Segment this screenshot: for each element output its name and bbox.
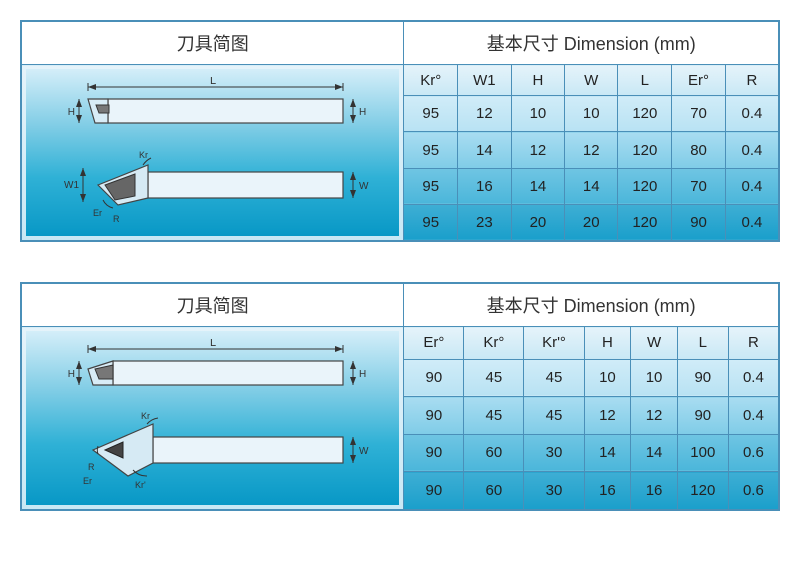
col-header: Er° [672,65,726,96]
spec-table-1: 刀具简图 基本尺寸 Dimension (mm) L H H Kr Kr' R … [20,282,780,511]
data-cell: 30 [524,472,584,510]
data-cell: 100 [677,434,728,472]
data-cell: 12 [511,132,564,168]
data-cell: 20 [511,204,564,241]
data-cell: 0.4 [725,204,779,241]
data-cell: 12 [584,397,631,435]
data-cell: 120 [618,168,672,204]
col-header: Kr° [464,327,524,360]
data-cell: 0.4 [725,96,779,132]
tool-side-view: L H H [43,77,383,142]
data-cell: 70 [672,96,726,132]
data-cell: 120 [618,204,672,241]
svg-text:W: W [359,446,369,457]
diagram-cell: L H H Kr Kr' R Er W [21,327,404,511]
col-header: Er° [404,327,464,360]
col-header: W1 [458,65,512,96]
svg-text:W1: W1 [64,180,79,191]
data-cell: 0.6 [728,434,779,472]
tool-top-view: Kr Kr' R Er W [43,412,383,497]
data-cell: 12 [565,132,618,168]
data-cell: 0.4 [725,168,779,204]
data-cell: 60 [464,472,524,510]
data-cell: 90 [672,204,726,241]
data-cell: 80 [672,132,726,168]
data-cell: 120 [618,132,672,168]
data-cell: 14 [458,132,512,168]
data-cell: 16 [631,472,678,510]
data-cell: 95 [404,204,458,241]
col-header: L [618,65,672,96]
data-cell: 95 [404,132,458,168]
tables-container: 刀具简图 基本尺寸 Dimension (mm) L H H Kr W1 E [20,20,780,511]
diagram-cell: L H H Kr W1 Er R W [21,65,404,242]
data-cell: 0.4 [728,359,779,397]
svg-text:Er: Er [93,208,102,218]
svg-text:H: H [359,107,366,118]
dimension-header: 基本尺寸 Dimension (mm) [404,21,779,65]
svg-text:L: L [210,77,216,87]
data-cell: 90 [404,434,464,472]
diagram-header: 刀具简图 [21,21,404,65]
data-cell: 45 [524,397,584,435]
spec-table-0: 刀具简图 基本尺寸 Dimension (mm) L H H Kr W1 E [20,20,780,242]
data-cell: 10 [565,96,618,132]
col-header: H [511,65,564,96]
data-cell: 60 [464,434,524,472]
data-cell: 12 [631,397,678,435]
svg-text:R: R [88,462,95,472]
data-cell: 14 [631,434,678,472]
data-cell: 45 [464,397,524,435]
data-cell: 10 [584,359,631,397]
data-cell: 14 [511,168,564,204]
data-cell: 20 [565,204,618,241]
col-header: W [565,65,618,96]
data-cell: 45 [464,359,524,397]
data-cell: 0.4 [725,132,779,168]
data-cell: 0.4 [728,397,779,435]
data-cell: 90 [404,472,464,510]
data-cell: 16 [458,168,512,204]
data-cell: 120 [677,472,728,510]
data-cell: 95 [404,96,458,132]
data-cell: 14 [565,168,618,204]
col-header: H [584,327,631,360]
col-header: R [725,65,779,96]
col-header: R [728,327,779,360]
data-cell: 10 [631,359,678,397]
svg-text:W: W [359,181,369,192]
svg-text:Kr: Kr [139,150,148,160]
data-cell: 120 [618,96,672,132]
data-cell: 0.6 [728,472,779,510]
svg-text:H: H [67,369,74,380]
svg-text:R: R [113,214,120,224]
tool-side-view: L H H [43,339,383,404]
data-cell: 70 [672,168,726,204]
data-cell: 90 [404,359,464,397]
data-cell: 16 [584,472,631,510]
data-cell: 90 [677,397,728,435]
col-header: W [631,327,678,360]
data-cell: 14 [584,434,631,472]
data-cell: 12 [458,96,512,132]
data-cell: 95 [404,168,458,204]
svg-text:H: H [359,369,366,380]
svg-text:L: L [210,339,216,349]
diagram-header: 刀具简图 [21,283,404,327]
data-cell: 90 [677,359,728,397]
col-header: Kr° [404,65,458,96]
data-cell: 90 [404,397,464,435]
tool-top-view: Kr W1 Er R W [43,150,383,228]
svg-text:Kr': Kr' [135,480,146,490]
svg-text:Kr: Kr [141,412,150,421]
col-header: L [677,327,728,360]
data-cell: 30 [524,434,584,472]
data-cell: 23 [458,204,512,241]
data-cell: 10 [511,96,564,132]
dimension-header: 基本尺寸 Dimension (mm) [404,283,779,327]
col-header: Kr'° [524,327,584,360]
svg-text:Er: Er [83,476,92,486]
data-cell: 45 [524,359,584,397]
svg-text:H: H [68,107,75,118]
